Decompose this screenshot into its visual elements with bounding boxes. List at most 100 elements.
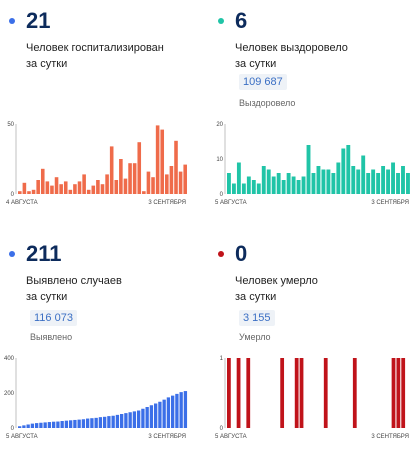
deaths-chart: 0 1 5 АВГУСТА 3 СЕНТЯБРЯ — [215, 356, 409, 440]
deaths-total-label: Умерло — [239, 332, 271, 342]
bullet-dot — [218, 18, 224, 24]
chart-bar — [241, 183, 246, 194]
chart-bar — [271, 176, 276, 194]
x-end-label: 3 СЕНТЯБРЯ — [148, 434, 186, 440]
chart-bar — [22, 425, 26, 428]
recovered-count: 6 — [235, 8, 248, 33]
bullet-dot — [9, 18, 15, 24]
chart-bar — [107, 416, 111, 428]
chart-bar — [246, 358, 251, 428]
chart-bar — [94, 417, 98, 428]
chart-bar — [73, 419, 77, 428]
chart-bar — [18, 191, 22, 194]
chart-bar — [158, 401, 162, 428]
chart-bar — [231, 183, 236, 194]
chart-bar — [361, 155, 366, 194]
chart-bar — [96, 180, 100, 194]
chart-bar — [178, 171, 183, 194]
chart-bar — [299, 358, 304, 428]
chart-bar — [54, 177, 59, 194]
chart-bar — [137, 142, 142, 194]
chart-bar — [165, 174, 169, 194]
x-start-label: 5 АВГУСТА — [215, 200, 247, 206]
chart-bar — [132, 411, 137, 428]
cases-caption-2: за сутки — [26, 291, 68, 303]
chart-bar — [246, 176, 251, 194]
chart-bar — [276, 173, 281, 194]
chart-bar — [100, 184, 105, 194]
chart-bar — [286, 173, 291, 194]
chart-bar — [174, 140, 178, 194]
chart-bar — [77, 181, 82, 194]
chart-bar — [236, 162, 241, 194]
chart-bar — [396, 173, 400, 194]
chart-bar — [162, 399, 166, 428]
chart-bar — [119, 159, 123, 194]
chart-bar — [128, 412, 132, 428]
recovered-total: 109 687 — [239, 74, 287, 90]
chart-bar — [22, 182, 27, 194]
chart-bar — [52, 421, 56, 428]
bullet-dot — [9, 251, 15, 257]
chart-bar — [60, 421, 64, 428]
chart-bar — [73, 184, 77, 194]
cases-chart: 0 200 400 5 АВГУСТА 3 СЕНТЯБРЯ — [4, 356, 188, 440]
chart-bar — [321, 169, 326, 194]
chart-bar — [86, 418, 90, 428]
chart-bar — [146, 171, 151, 194]
chart-bar — [316, 166, 321, 194]
chart-bar — [18, 426, 22, 428]
chart-bar — [171, 395, 175, 428]
chart-bar — [86, 189, 91, 194]
chart-bar — [169, 166, 174, 194]
recovered-caption-1: Человек выздоровело — [235, 42, 348, 54]
chart-bar — [103, 416, 107, 428]
chart-bar — [142, 191, 146, 194]
cases-count: 211 — [26, 241, 62, 266]
chart-bar — [69, 420, 73, 428]
chart-bar — [31, 189, 36, 194]
chart-bar — [326, 169, 331, 194]
chart-bar — [77, 419, 81, 428]
chart-bar — [36, 180, 40, 194]
recovered-caption-2: за сутки — [235, 58, 277, 70]
chart-bar — [109, 146, 114, 194]
chart-bar — [179, 392, 183, 428]
chart-bar — [311, 173, 316, 194]
hospitalized-chart: 0 50 4 АВГУСТА 3 СЕНТЯБРЯ — [6, 122, 187, 206]
chart-bar — [306, 145, 311, 194]
hospitalized-caption-2: за сутки — [26, 58, 68, 70]
chart-bar — [123, 178, 128, 194]
y-tick-label: 0 — [11, 426, 15, 432]
chart-bar — [346, 145, 351, 194]
y-tick-label: 10 — [216, 157, 223, 163]
hospitalized-count: 21 — [26, 8, 51, 33]
chart-bar — [35, 423, 39, 428]
y-tick-label: 50 — [7, 122, 14, 128]
chart-bar — [391, 358, 396, 428]
chart-bar — [166, 397, 171, 428]
cases-caption-1: Выявлено случаев — [26, 275, 122, 287]
chart-bar — [261, 166, 266, 194]
chart-bar — [386, 169, 391, 194]
chart-bar — [128, 163, 132, 194]
chart-bar — [396, 358, 401, 428]
y-tick-label: 0 — [11, 192, 15, 198]
chart-bar — [227, 358, 231, 428]
chart-bar — [294, 358, 299, 428]
chart-bar — [40, 168, 45, 194]
chart-bar — [376, 173, 381, 194]
chart-bar — [63, 181, 68, 194]
chart-bar — [341, 148, 346, 194]
chart-bar — [381, 166, 386, 194]
chart-bar — [145, 407, 149, 428]
deaths-caption-1: Человек умерло — [235, 275, 318, 287]
chart-bar — [301, 176, 306, 194]
x-end-label: 3 СЕНТЯБРЯ — [371, 434, 409, 440]
chart-bar — [151, 177, 155, 194]
chart-bar — [105, 174, 109, 194]
x-end-label: 3 СЕНТЯБРЯ — [371, 200, 409, 206]
chart-bar — [281, 180, 286, 194]
chart-bar — [26, 424, 30, 428]
cases-total: 116 073 — [30, 310, 77, 326]
